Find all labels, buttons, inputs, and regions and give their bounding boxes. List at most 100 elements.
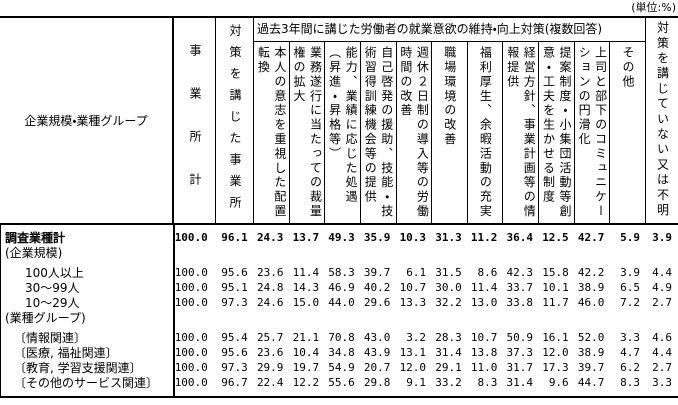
value-cell: 42.7 [577, 231, 605, 244]
value-cell: 12.5 [542, 231, 569, 244]
table-row: 〔教育, 学習支援関連〕 100.0 97.3 29.9 19.7 54.9 20.7 12.… [1, 360, 678, 375]
table-row: 〔医療, 福祉関連〕 100.0 95.6 23.6 10.4 34.8 43.9 13.1 3… [1, 345, 678, 360]
value-cell: 39.7 [577, 361, 605, 374]
value-cell: 15.0 [292, 296, 320, 309]
value-cell: 33.2 [435, 376, 462, 389]
value-cell: 3.3 [652, 376, 672, 389]
value-cell: 43.0 [363, 331, 391, 344]
row-label: 〔教育, 学習支援関連〕 [14, 361, 142, 375]
value-cell: 11.2 [470, 231, 498, 244]
value-cell: 6.2 [620, 361, 640, 374]
value-cell: 35.9 [363, 231, 391, 244]
value-cell: 33.8 [506, 296, 534, 309]
measure-header-label: その他 [620, 46, 635, 90]
value-cell: 55.6 [328, 376, 355, 389]
value-cell: 3.3 [620, 331, 640, 344]
value-cell: 100.0 [174, 361, 208, 374]
measure-header-label: 福利厚生、余暇活動の充実 [478, 46, 493, 219]
took-measures-label: 対策を講じた事業所 [228, 24, 242, 218]
value-cell: 29.6 [363, 296, 391, 309]
value-cell: 11.4 [470, 281, 498, 294]
value-cell: 15.8 [542, 266, 569, 279]
value-cell: 40.2 [363, 281, 391, 294]
table-row: 〔その他のサービス関連〕 100.0 96.7 22.4 12.2 55.6 29.8 9.1… [1, 375, 678, 390]
column-header-measure-1: 本人の意志を重視した配置 転換 [254, 42, 289, 223]
measure-header-label: 本人の意志を重視した配置 転換 [256, 46, 287, 219]
stub-header-label: 企業規模・業種グループ [24, 114, 148, 128]
value-cell: 37.3 [506, 346, 534, 359]
value-cell: 42.2 [577, 266, 605, 279]
value-cell: 42.3 [506, 266, 534, 279]
value-cell: 19.7 [292, 361, 320, 374]
value-cell: 46.0 [577, 296, 605, 309]
table-row: 〔情報関連〕 100.0 95.4 25.7 21.1 70.8 43.0 3.2 28.3 10… [1, 330, 678, 345]
column-header-measure-2: 業務遂行に当たっての裁量 権の拡大 [288, 42, 325, 223]
value-cell: 38.9 [577, 281, 605, 294]
value-cell: 6.1 [406, 266, 427, 279]
value-cell: 12.0 [399, 361, 427, 374]
value-cell: 36.4 [506, 231, 534, 244]
value-cell: 13.7 [292, 231, 320, 244]
column-header-measure-9: 提案制度・小集団活動等創 意・工夫を生かせる制度 [538, 42, 574, 223]
value-cell: 50.9 [506, 331, 534, 344]
measure-header-label: 経営方針、事業計画等の情 報提供 [505, 46, 537, 219]
value-cell: 38.9 [577, 346, 605, 359]
value-cell: 16.1 [542, 331, 569, 344]
value-cell: 29.1 [435, 361, 462, 374]
value-cell: 17.3 [542, 361, 569, 374]
table-row: 100人以上 100.0 95.6 23.6 11.4 58.3 39.7 6.1 31.5 8.… [1, 265, 678, 280]
value-cell: 4.7 [620, 346, 640, 359]
value-cell: 31.7 [506, 361, 534, 374]
row-label: 〔その他のサービス関連〕 [14, 376, 159, 390]
value-cell: 13.8 [470, 346, 498, 359]
value-cell: 10.7 [470, 331, 498, 344]
value-cell: 7.2 [620, 296, 641, 309]
column-header-no-measures: 対策を講じていない又は不明 [646, 18, 678, 223]
value-cell: 39.7 [363, 266, 391, 279]
column-group-measures: 過去3年間に講じた労働者の就業意欲の維持・向上対策(複数回答) 本人の意志を重視… [253, 18, 646, 223]
row-label: 調査業種計 [5, 231, 66, 245]
value-cell: 25.7 [256, 331, 284, 344]
value-cell: 28.3 [435, 331, 462, 344]
value-cell: 95.1 [221, 281, 248, 294]
value-cell: 4.6 [652, 331, 672, 344]
value-cell: 97.3 [221, 361, 248, 374]
value-cell: 58.3 [328, 266, 355, 279]
value-cell: 29.8 [363, 376, 391, 389]
measures-group-title: 過去3年間に講じた労働者の就業意欲の維持・向上対策(複数回答) [254, 18, 645, 42]
row-label: 〔医療, 福祉関連〕 [14, 346, 118, 360]
table-row: (業種グループ) [1, 310, 678, 325]
value-cell: 29.9 [256, 361, 284, 374]
value-cell: 2.7 [652, 296, 672, 309]
value-cell: 46.9 [328, 281, 355, 294]
measure-header-label: 職場環境の改善 [442, 46, 457, 147]
column-header-measure-8: 経営方針、事業計画等の情 報提供 [502, 42, 538, 223]
value-cell: 11.0 [470, 361, 498, 374]
row-label: 100人以上 [25, 266, 84, 280]
value-cell: 10.3 [399, 231, 427, 244]
measure-header-label: 上司と部下のコミュニケー ションの円滑化 [577, 46, 608, 219]
establishments-total-label: 事業所計 [188, 44, 202, 216]
value-cell: 31.3 [435, 231, 462, 244]
column-header-group-category: 企業規模・業種グループ [0, 18, 172, 223]
row-label: 30～99人 [25, 281, 80, 295]
column-header-establishments-total: 事業所計 [172, 18, 215, 223]
value-cell: 3.9 [620, 266, 641, 279]
value-cell: 8.3 [477, 376, 498, 389]
column-header-measure-6: 職場環境の改善 [431, 42, 467, 223]
value-cell: 8.6 [477, 266, 498, 279]
value-cell: 44.7 [577, 376, 605, 389]
value-cell: 13.1 [399, 346, 427, 359]
value-cell: 100.0 [174, 376, 208, 389]
value-cell: 96.1 [221, 231, 248, 244]
value-cell: 20.7 [363, 361, 391, 374]
value-cell: 8.3 [620, 376, 640, 389]
no-measures-label: 対策を講じていない又は不明 [655, 21, 670, 219]
value-cell: 10.1 [542, 281, 569, 294]
value-cell: 6.5 [620, 281, 641, 294]
group-subcolumns: 本人の意志を重視した配置 転換 業務遂行に当たっての裁量 権の拡大 能力、業績に応じ… [254, 42, 645, 223]
value-cell: 33.7 [506, 281, 534, 294]
value-cell: 31.4 [435, 346, 462, 359]
value-cell: 95.6 [221, 346, 248, 359]
